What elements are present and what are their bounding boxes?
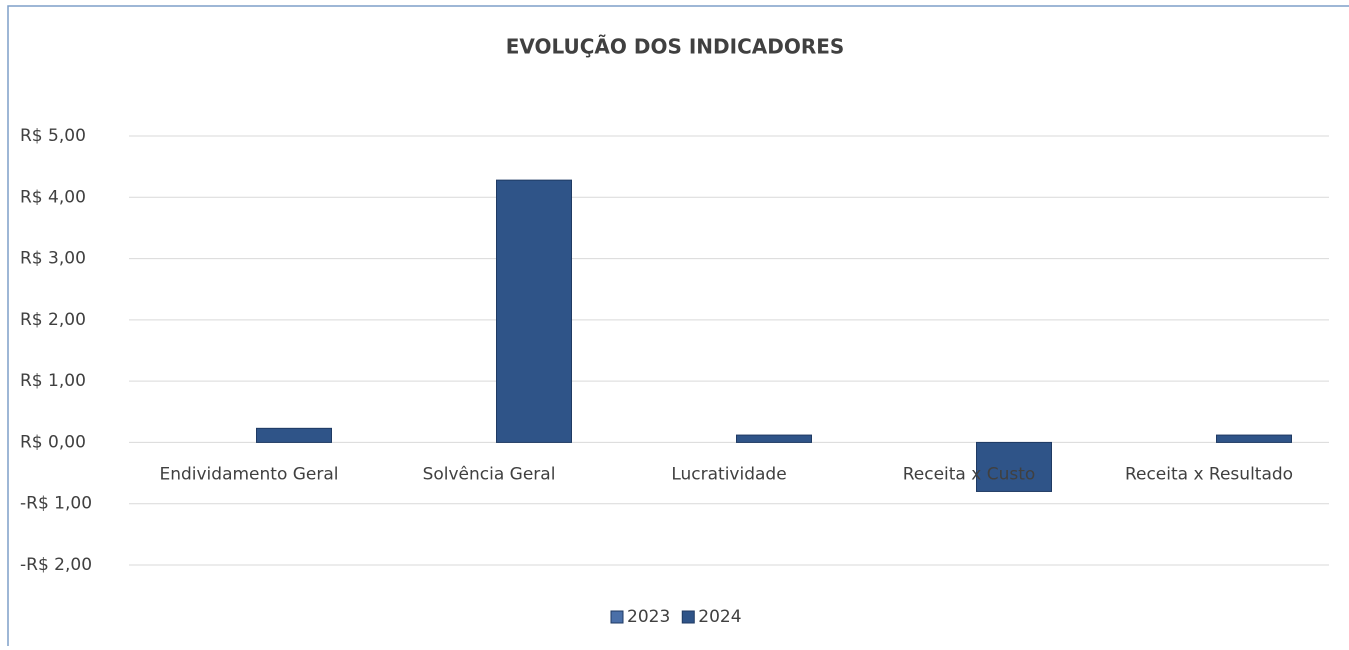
x-tick-label: Receita x Custo (903, 464, 1036, 484)
bar (976, 441, 1052, 492)
bar (496, 179, 572, 443)
y-tick-label: R$ 0,00 (20, 432, 86, 452)
legend-label: 2024 (698, 607, 741, 627)
bar (736, 434, 812, 443)
y-tick-label: -R$ 2,00 (20, 555, 92, 575)
y-tick-label: -R$ 1,00 (20, 494, 92, 514)
bar (256, 427, 332, 443)
x-tick-label: Receita x Resultado (1125, 464, 1293, 484)
y-tick-label: R$ 3,00 (20, 249, 86, 269)
x-tick-label: Lucratividade (671, 464, 786, 484)
y-tick-label: R$ 1,00 (20, 371, 86, 391)
legend-label: 2023 (627, 607, 670, 627)
x-tick-label: Solvência Geral (423, 464, 556, 484)
legend-swatch (610, 610, 624, 624)
y-tick-label: R$ 2,00 (20, 310, 86, 330)
y-tick-label: R$ 4,00 (20, 187, 86, 207)
bar (1216, 434, 1292, 443)
x-tick-label: Endividamento Geral (159, 464, 338, 484)
chart-title: EVOLUÇÃO DOS INDICADORES (506, 35, 845, 59)
chart-frame (7, 5, 1349, 646)
legend-swatch (681, 610, 695, 624)
y-tick-label: R$ 5,00 (20, 126, 86, 146)
